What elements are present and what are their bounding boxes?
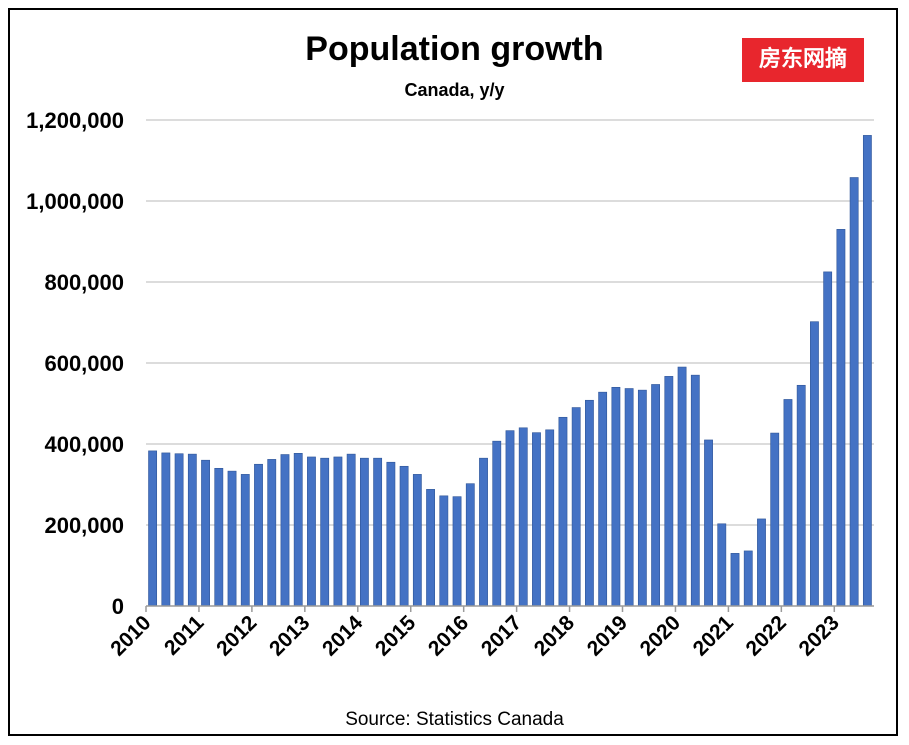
bar: [836, 229, 846, 607]
bar: [439, 495, 449, 607]
bar: [598, 391, 608, 607]
bar: [810, 321, 819, 607]
chart-title: Population growth: [305, 30, 604, 68]
bar: [479, 457, 488, 607]
bar: [227, 470, 237, 607]
x-tick-label: 2013: [265, 611, 314, 660]
bar: [651, 384, 661, 607]
bar: [717, 523, 727, 607]
bar: [558, 416, 568, 607]
bar: [412, 474, 422, 607]
bar: [823, 271, 833, 607]
bar: [704, 439, 713, 607]
x-tick-label: 2012: [212, 611, 261, 660]
bar: [518, 427, 528, 607]
bar: [214, 467, 224, 607]
bar: [505, 430, 515, 607]
x-tick-label: 2015: [371, 611, 421, 661]
bar: [333, 456, 343, 607]
bar: [426, 489, 435, 607]
y-tick-label: 1,200,000: [26, 108, 124, 133]
bar: [730, 553, 740, 607]
bar: [174, 453, 184, 607]
bar: [862, 135, 872, 607]
x-tick-label: 2021: [689, 611, 739, 661]
x-tick-label: 2011: [160, 611, 209, 660]
watermark-badge: 房东网摘: [742, 38, 864, 82]
chart-subtitle: Canada, y/y: [404, 80, 505, 100]
bar: [585, 399, 594, 607]
bar: [637, 389, 647, 607]
bar: [148, 450, 158, 607]
bar: [346, 453, 356, 607]
y-axis-tick-labels: 0 200,000 400,000 600,000 800,000 1,000,000 1,…: [26, 108, 124, 619]
bar: [187, 453, 197, 607]
bar: [677, 366, 687, 607]
bar: [849, 177, 859, 607]
y-tick-label: 1,000,000: [26, 189, 124, 214]
bar: [267, 459, 277, 607]
bar: [664, 376, 674, 607]
x-tick-label: 2022: [742, 611, 791, 660]
bar: [492, 440, 502, 607]
bar: [201, 459, 210, 607]
bar: [293, 453, 303, 607]
bar: [743, 550, 753, 607]
bar: [624, 388, 634, 607]
x-axis-tick-labels: 2010 2011 2012 2013 2014 2015 2016 2017 2018 2019…: [106, 611, 844, 661]
y-tick-label: 600,000: [44, 351, 124, 376]
y-tick-label: 800,000: [44, 270, 124, 295]
x-tick-label: 2019: [583, 611, 632, 660]
x-tick-label: 2018: [530, 611, 580, 661]
bar: [359, 457, 369, 607]
bar: [161, 452, 171, 607]
y-tick-label: 200,000: [44, 513, 124, 538]
x-tick-label: 2023: [795, 611, 844, 660]
x-axis-ticks: [145, 606, 836, 612]
bar: [373, 457, 383, 607]
bar: [532, 432, 541, 607]
bar: [320, 457, 330, 607]
y-tick-label: 0: [112, 594, 124, 619]
x-tick-label: 2014: [318, 611, 368, 661]
bar: [386, 461, 396, 607]
chart-frame: [8, 8, 898, 736]
bar: [796, 384, 806, 607]
x-tick-label: 2016: [424, 611, 473, 660]
bar: [307, 456, 316, 607]
bar: [280, 454, 290, 607]
bars: [148, 135, 872, 607]
x-tick-label: 2020: [636, 611, 685, 660]
bar: [770, 432, 780, 607]
bar: [611, 386, 621, 607]
gridlines: [146, 119, 874, 526]
bar: [757, 518, 766, 607]
bar: [399, 465, 409, 607]
x-tick-label: 2017: [477, 611, 526, 660]
y-tick-label: 400,000: [44, 432, 124, 457]
bar: [465, 483, 475, 607]
bar: [783, 399, 793, 607]
bar: [240, 474, 250, 607]
bar: [690, 374, 700, 607]
bar: [571, 407, 581, 607]
bar: [545, 429, 555, 607]
bar: [452, 496, 462, 607]
source-note: Source: Statistics Canada: [345, 709, 564, 730]
bar: [254, 463, 263, 607]
